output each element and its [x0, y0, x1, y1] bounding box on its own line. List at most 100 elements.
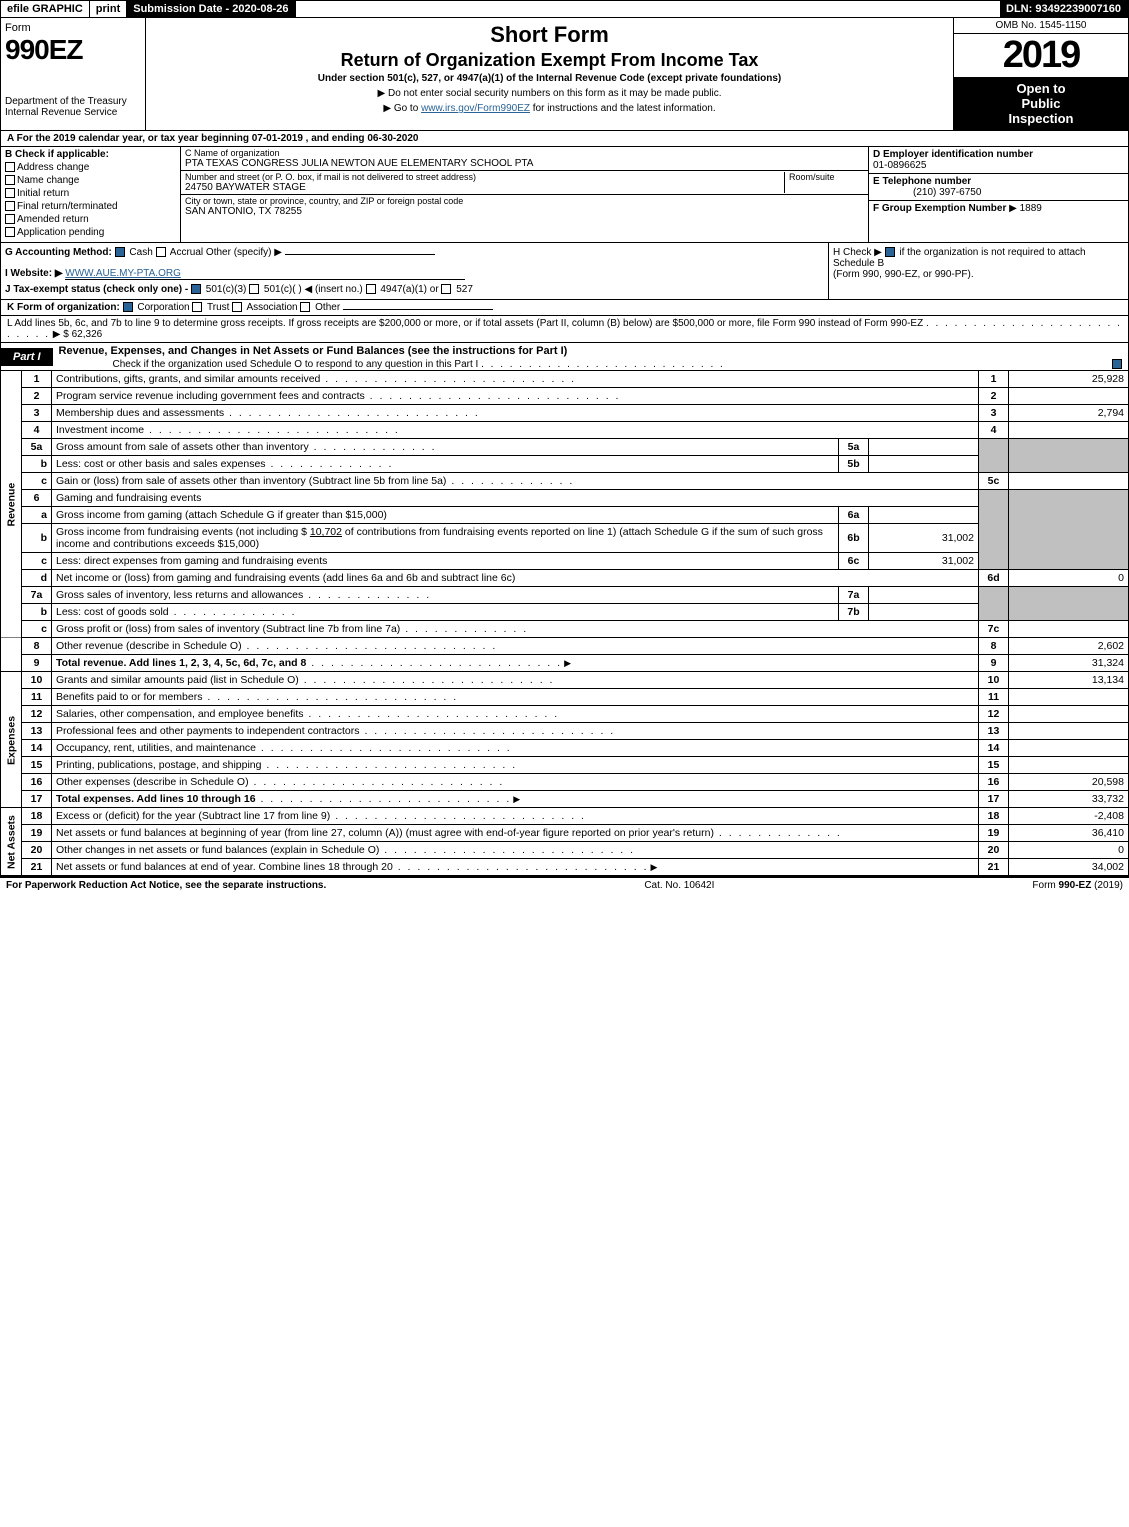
ln14-desc: Occupancy, rent, utilities, and maintena…	[52, 740, 979, 757]
section-def: D Employer identification number 01-0896…	[868, 147, 1128, 242]
chk-corp[interactable]	[123, 302, 133, 312]
ln12-num: 12	[22, 706, 52, 723]
irs-link[interactable]: www.irs.gov/Form990EZ	[421, 103, 530, 114]
ln5c-col: 5c	[979, 473, 1009, 490]
ln9-val: 31,324	[1009, 655, 1129, 672]
b-label: B Check if applicable:	[5, 149, 109, 160]
row-k: K Form of organization: Corporation Trus…	[0, 300, 1129, 316]
opt-pending: Application pending	[17, 227, 104, 238]
ln6c-mn: 6c	[839, 553, 869, 570]
l-text: L Add lines 5b, 6c, and 7b to line 9 to …	[7, 318, 923, 329]
ln5a-mn: 5a	[839, 439, 869, 456]
ln7-shade-v	[1009, 587, 1129, 621]
title-short-form: Short Form	[150, 22, 949, 48]
section-b: B Check if applicable: Address change Na…	[1, 147, 181, 242]
ln16-num: 16	[22, 774, 52, 791]
ln10-desc: Grants and similar amounts paid (list in…	[52, 672, 979, 689]
ln5a-num: 5a	[22, 439, 52, 456]
ln20-col: 20	[979, 842, 1009, 859]
chk-final-return[interactable]: Final return/terminated	[5, 201, 176, 212]
chk-other-org[interactable]	[300, 302, 310, 312]
ln7a-mv	[869, 587, 979, 604]
chk-initial-return[interactable]: Initial return	[5, 188, 176, 199]
ln4-num: 4	[22, 422, 52, 439]
ln3-desc: Membership dues and assessments	[52, 405, 979, 422]
part1-sub-row: Check if the organization used Schedule …	[53, 359, 1128, 370]
ln21-col: 21	[979, 859, 1009, 876]
ln15-desc: Printing, publications, postage, and shi…	[52, 757, 979, 774]
ln15-num: 15	[22, 757, 52, 774]
row-g: G Accounting Method: Cash Accrual Other …	[5, 247, 824, 258]
j-527: 527	[456, 284, 473, 295]
ln6d-col: 6d	[979, 570, 1009, 587]
c-name-label: C Name of organization	[185, 148, 864, 158]
ln6b-desc: Gross income from fundraising events (no…	[52, 524, 839, 553]
note-goto-pre: ▶ Go to	[383, 103, 421, 114]
ln6a-desc: Gross income from gaming (attach Schedul…	[52, 507, 839, 524]
block-gh: G Accounting Method: Cash Accrual Other …	[0, 243, 1129, 300]
ln11-num: 11	[22, 689, 52, 706]
g-label: G Accounting Method:	[5, 247, 112, 258]
efile-graphic-button[interactable]: efile GRAPHIC	[1, 1, 90, 17]
note-goto: ▶ Go to www.irs.gov/Form990EZ for instru…	[150, 103, 949, 114]
chk-h[interactable]	[885, 247, 895, 257]
ln20-num: 20	[22, 842, 52, 859]
ln19-num: 19	[22, 825, 52, 842]
k-trust: Trust	[207, 302, 229, 313]
chk-schedule-o[interactable]	[1112, 359, 1122, 369]
k-other-input[interactable]	[343, 309, 493, 310]
tax-year: 2019	[954, 34, 1128, 77]
ln18-val: -2,408	[1009, 808, 1129, 825]
opt-name: Name change	[17, 175, 79, 186]
chk-501c[interactable]	[249, 284, 259, 294]
part1-table: Revenue 1 Contributions, gifts, grants, …	[0, 371, 1129, 876]
ln6d-val: 0	[1009, 570, 1129, 587]
i-label: I Website: ▶	[5, 268, 63, 279]
ln6a-mv	[869, 507, 979, 524]
opt-address: Address change	[17, 162, 89, 173]
ln16-val: 20,598	[1009, 774, 1129, 791]
print-button[interactable]: print	[90, 1, 127, 17]
chk-accrual[interactable]	[156, 247, 166, 257]
j-insert: ◀ (insert no.)	[304, 284, 362, 295]
chk-application-pending[interactable]: Application pending	[5, 227, 176, 238]
ln16-desc: Other expenses (describe in Schedule O)	[52, 774, 979, 791]
chk-cash[interactable]	[115, 247, 125, 257]
chk-name-change[interactable]: Name change	[5, 175, 176, 186]
ln5a-desc: Gross amount from sale of assets other t…	[52, 439, 839, 456]
footer-right: Form 990-EZ (2019)	[1032, 880, 1123, 891]
ln16-col: 16	[979, 774, 1009, 791]
header-mid: Short Form Return of Organization Exempt…	[146, 18, 953, 130]
ln20-val: 0	[1009, 842, 1129, 859]
k-label: K Form of organization:	[7, 302, 120, 313]
website-link[interactable]: WWW.AUE.MY-PTA.ORG	[65, 268, 465, 280]
submission-date: Submission Date - 2020-08-26	[127, 1, 295, 17]
chk-501c3[interactable]	[191, 284, 201, 294]
chk-527[interactable]	[441, 284, 451, 294]
ln7a-mn: 7a	[839, 587, 869, 604]
chk-address-change[interactable]: Address change	[5, 162, 176, 173]
ln11-col: 11	[979, 689, 1009, 706]
c-city-label: City or town, state or province, country…	[185, 196, 864, 206]
ln2-num: 2	[22, 388, 52, 405]
group-exemption-value: ▶ 1889	[1009, 203, 1042, 214]
chk-4947[interactable]	[366, 284, 376, 294]
ln2-col: 2	[979, 388, 1009, 405]
ein-value: 01-0896625	[873, 160, 926, 171]
ln7-shade	[979, 587, 1009, 621]
g-accrual: Accrual	[170, 247, 203, 258]
block-bcdef: B Check if applicable: Address change Na…	[0, 147, 1129, 243]
ln1-val: 25,928	[1009, 371, 1129, 388]
open-l3: Inspection	[1008, 111, 1073, 126]
footer-left: For Paperwork Reduction Act Notice, see …	[6, 880, 326, 891]
g-other-input[interactable]	[285, 254, 435, 255]
ln6-shade-v	[1009, 490, 1129, 570]
chk-amended-return[interactable]: Amended return	[5, 214, 176, 225]
ln20-desc: Other changes in net assets or fund bala…	[52, 842, 979, 859]
ln19-col: 19	[979, 825, 1009, 842]
ln14-val	[1009, 740, 1129, 757]
chk-trust[interactable]	[192, 302, 202, 312]
dept-line2: Internal Revenue Service	[5, 107, 117, 118]
chk-assoc[interactable]	[232, 302, 242, 312]
header-right: OMB No. 1545-1150 2019 Open to Public In…	[953, 18, 1128, 130]
